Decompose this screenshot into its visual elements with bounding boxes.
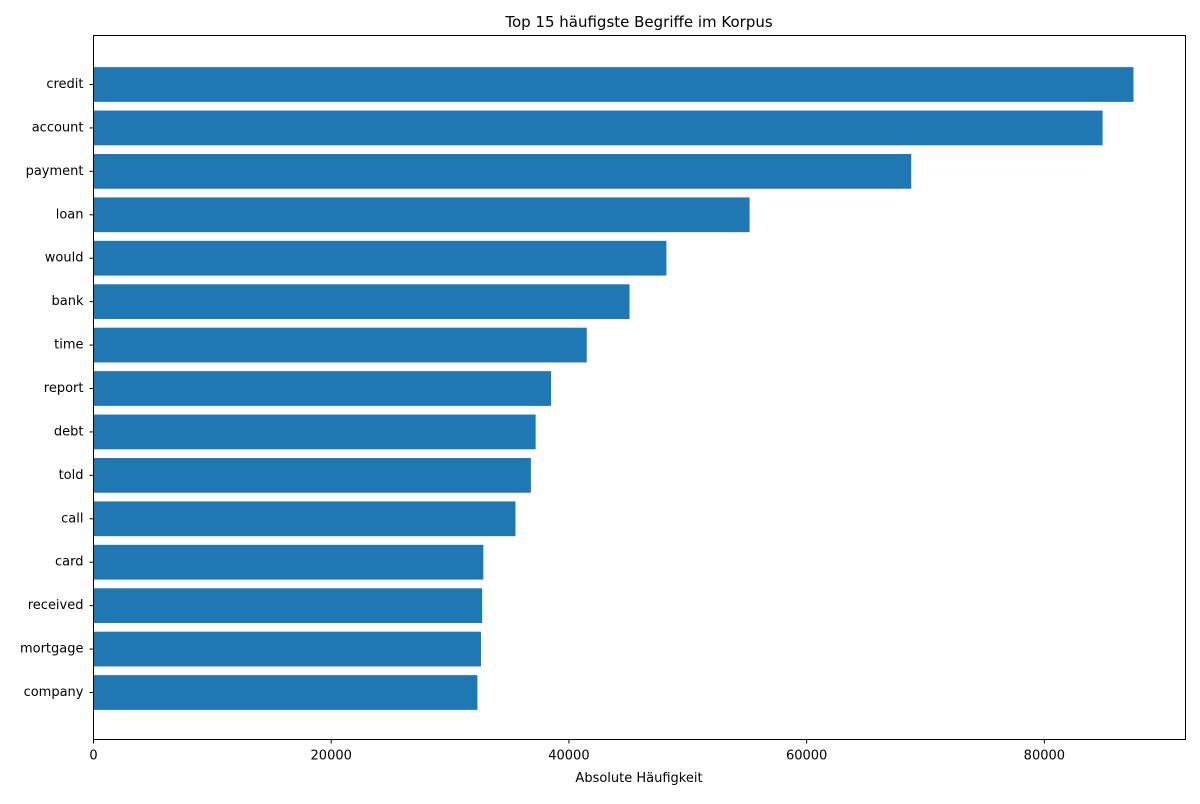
- chart-title: Top 15 häufigste Begriffe im Korpus: [504, 13, 773, 31]
- plot-frame: [93, 35, 1186, 740]
- y-tick-label-report: report: [44, 381, 84, 396]
- y-tick-label-credit: credit: [46, 77, 83, 92]
- bar-report: [93, 371, 552, 406]
- x-tick-label: 60000: [786, 749, 827, 764]
- bar-loan: [93, 197, 750, 233]
- bar-account: [93, 110, 1103, 146]
- x-axis-ticks: 0 20000 40000 60000 80000: [89, 739, 1065, 764]
- y-tick-label-card: card: [55, 555, 83, 570]
- y-axis-ticks: credit account payment loan would bank time rep…: [20, 77, 94, 700]
- bar-received: [93, 588, 483, 624]
- x-tick-label: 0: [89, 749, 97, 764]
- bar-card: [93, 544, 484, 580]
- bar-bank: [93, 284, 630, 320]
- y-tick-label-would: would: [45, 251, 84, 266]
- y-tick-label-time: time: [54, 338, 83, 353]
- bar-call: [93, 501, 516, 537]
- y-tick-label-company: company: [24, 685, 84, 700]
- bar-debt: [93, 414, 536, 450]
- bar-time: [93, 327, 587, 363]
- y-tick-label-received: received: [28, 598, 84, 613]
- x-tick-label: 40000: [548, 749, 589, 764]
- y-tick-label-payment: payment: [26, 164, 84, 179]
- bar-told: [93, 457, 531, 493]
- bar-mortgage: [93, 631, 481, 667]
- x-tick-label: 80000: [1024, 749, 1065, 764]
- y-tick-label-debt: debt: [54, 424, 84, 439]
- y-tick-label-told: told: [59, 468, 84, 483]
- y-tick-label-loan: loan: [56, 207, 84, 222]
- bar-credit: [93, 67, 1134, 102]
- x-tick-label: 20000: [311, 749, 352, 764]
- y-tick-label-mortgage: mortgage: [20, 642, 84, 657]
- y-tick-label-call: call: [61, 511, 83, 526]
- bars-layer: [93, 67, 1134, 710]
- bar-would: [93, 240, 667, 276]
- bar-payment: [93, 153, 912, 189]
- bar-company: [93, 675, 478, 710]
- y-tick-label-account: account: [32, 120, 84, 135]
- x-axis-label: Absolute Häufigkeit: [575, 771, 702, 786]
- y-tick-label-bank: bank: [52, 294, 84, 309]
